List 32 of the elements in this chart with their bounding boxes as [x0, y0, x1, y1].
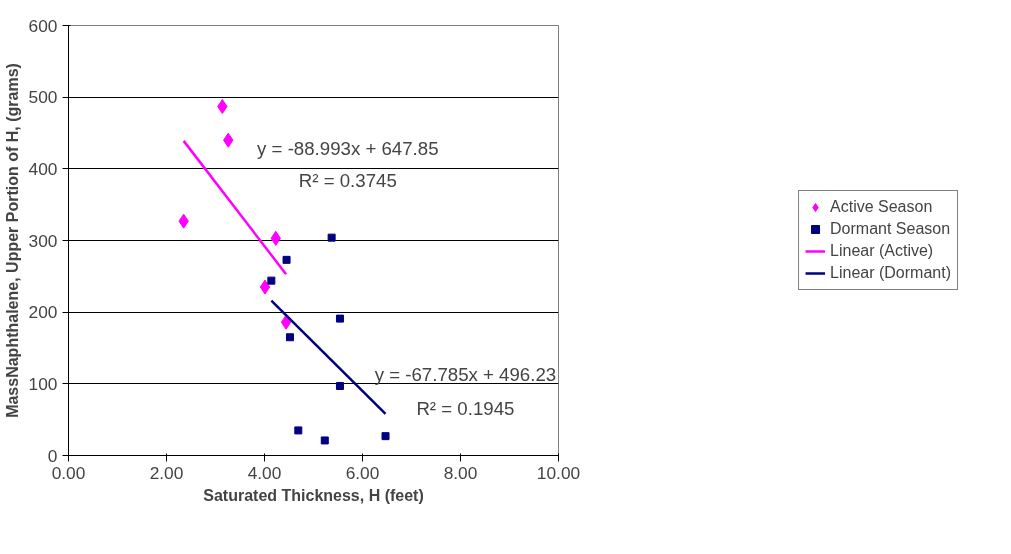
legend-label: Linear (Dormant): [830, 264, 951, 282]
point: [285, 333, 294, 342]
x-tick-label: 10.00: [536, 462, 581, 483]
point: [294, 426, 303, 435]
y-tick-label: 500: [28, 87, 58, 108]
x-tick-label: 6.00: [345, 462, 380, 483]
x-tick-label: 4.00: [247, 462, 282, 483]
point: [327, 233, 336, 242]
y-tick-label: 300: [28, 230, 58, 251]
annotation: y = -88.993x + 647.85: [257, 137, 439, 159]
point: [282, 255, 291, 264]
y-tick-label: 400: [28, 158, 58, 179]
point: [320, 436, 329, 445]
legend-label: Active Season: [830, 198, 933, 216]
x-axis-title: Saturated Thickness, H (feet): [203, 486, 424, 504]
y-tick-label: 100: [28, 373, 58, 394]
x-tick-label: 2.00: [149, 462, 184, 483]
y-tick-label: 600: [28, 15, 58, 36]
annotation: y = -67.785x + 496.23: [374, 363, 557, 385]
legend-label: Dormant Season: [830, 220, 951, 238]
point: [381, 432, 390, 441]
y-axis-title: MassNaphthalene, Upper Portion of H, (grams): [3, 63, 21, 418]
point: [335, 314, 344, 323]
annotation: R² = 0.3745: [298, 170, 397, 192]
legend-label: Linear (Active): [830, 242, 934, 260]
point: [267, 276, 276, 285]
annotation: R² = 0.1945: [416, 397, 515, 419]
point: [335, 381, 344, 390]
point: [280, 314, 292, 330]
y-tick-label: 200: [28, 302, 58, 323]
point: [259, 279, 271, 295]
x-tick-label: 8.00: [443, 462, 478, 483]
